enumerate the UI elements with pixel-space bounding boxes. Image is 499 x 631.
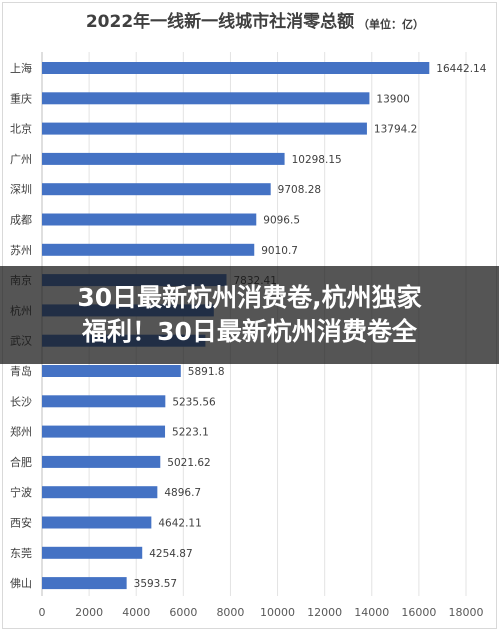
x-tick-label: 0 xyxy=(39,606,46,619)
category-label: 上海 xyxy=(10,61,32,75)
value-label: 3593.57 xyxy=(134,578,177,590)
x-tick-label: 12000 xyxy=(307,606,342,619)
category-label: 苏州 xyxy=(10,244,32,257)
bar xyxy=(42,183,271,196)
value-labels: 16442.14 13900 13794.2 10298.15 9708.28 9096.… xyxy=(134,63,487,590)
bar xyxy=(42,243,255,256)
value-label: 4254.87 xyxy=(149,548,192,560)
x-tick-label: 6000 xyxy=(169,606,197,619)
bar xyxy=(42,92,370,105)
category-label: 深圳 xyxy=(10,183,32,196)
x-tick-label: 18000 xyxy=(449,606,484,619)
value-label: 9010.7 xyxy=(261,245,298,257)
value-label: 16442.14 xyxy=(436,63,486,75)
overlay-line-2: 福利！30日最新杭州消费卷全 xyxy=(82,317,417,346)
value-label: 5021.62 xyxy=(167,457,210,469)
category-label: 合肥 xyxy=(10,455,32,469)
x-tick-label: 4000 xyxy=(122,606,150,619)
bar xyxy=(42,213,257,226)
x-tick-labels: 0 2000 4000 6000 8000 10000 12000 14000 16000 180… xyxy=(39,606,484,619)
value-label: 9096.5 xyxy=(263,215,300,227)
value-label: 9708.28 xyxy=(278,184,321,196)
value-label: 4642.11 xyxy=(158,518,201,530)
value-label: 13794.2 xyxy=(374,124,417,136)
value-label: 5891.8 xyxy=(188,366,225,378)
category-label: 成都 xyxy=(10,214,32,227)
bar xyxy=(42,546,143,559)
bar xyxy=(42,425,166,438)
caption-overlay: 30日最新杭州消费卷,杭州独家 福利！30日最新杭州消费卷全 xyxy=(0,266,499,364)
bar xyxy=(42,395,166,408)
x-tick-label: 2000 xyxy=(75,606,103,619)
chart-unit: （单位：亿） xyxy=(358,17,424,31)
x-tick-label: 14000 xyxy=(354,606,389,619)
category-label: 青岛 xyxy=(10,364,32,378)
x-tick-label: 10000 xyxy=(260,606,295,619)
value-label: 5235.56 xyxy=(172,396,216,408)
bar xyxy=(42,455,161,468)
bar xyxy=(42,577,127,590)
bar xyxy=(42,152,285,165)
category-label: 广州 xyxy=(10,153,32,166)
category-label: 西安 xyxy=(10,516,32,530)
x-tick-label: 16000 xyxy=(401,606,436,619)
bar xyxy=(42,516,152,529)
value-label: 10298.15 xyxy=(292,154,342,166)
category-label: 重庆 xyxy=(10,91,32,105)
category-label: 郑州 xyxy=(10,425,32,439)
x-tick-label: 8000 xyxy=(216,606,244,619)
bar xyxy=(42,122,367,135)
category-label: 东莞 xyxy=(10,547,32,560)
bar xyxy=(42,365,181,377)
value-label: 13900 xyxy=(376,93,409,105)
value-label: 4896.7 xyxy=(164,487,201,499)
bar xyxy=(42,486,158,499)
category-label: 北京 xyxy=(10,122,32,136)
bar xyxy=(42,62,430,74)
category-label: 长沙 xyxy=(10,395,32,408)
value-label: 5223.1 xyxy=(172,427,209,439)
category-label: 宁波 xyxy=(10,485,32,499)
chart-title: 2022年一线新一线城市社消零总额 xyxy=(86,11,354,32)
overlay-line-1: 30日最新杭州消费卷,杭州独家 xyxy=(77,283,422,312)
category-label: 佛山 xyxy=(10,577,32,590)
